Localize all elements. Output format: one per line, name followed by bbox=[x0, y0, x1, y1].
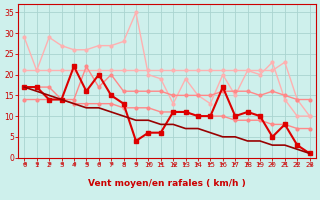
X-axis label: Vent moyen/en rafales ( km/h ): Vent moyen/en rafales ( km/h ) bbox=[88, 179, 246, 188]
